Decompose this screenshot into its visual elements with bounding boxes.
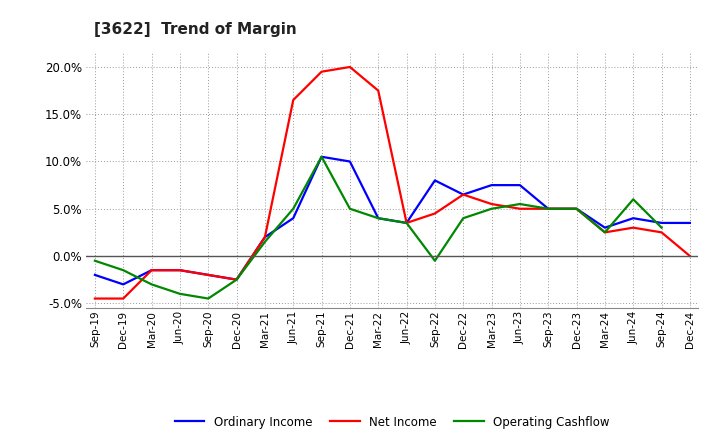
- Net Income: [233, 277, 241, 282]
- Net Income: [572, 206, 581, 211]
- Net Income: [459, 192, 467, 197]
- Ordinary Income: [459, 192, 467, 197]
- Operating Cashflow: [629, 197, 637, 202]
- Ordinary Income: [289, 216, 297, 221]
- Line: Net Income: Net Income: [95, 67, 690, 299]
- Ordinary Income: [318, 154, 326, 159]
- Net Income: [261, 235, 269, 240]
- Ordinary Income: [261, 235, 269, 240]
- Operating Cashflow: [176, 291, 184, 297]
- Net Income: [516, 206, 524, 211]
- Ordinary Income: [148, 268, 156, 273]
- Operating Cashflow: [233, 277, 241, 282]
- Net Income: [318, 69, 326, 74]
- Ordinary Income: [346, 159, 354, 164]
- Operating Cashflow: [487, 206, 496, 211]
- Ordinary Income: [176, 268, 184, 273]
- Net Income: [204, 272, 212, 278]
- Operating Cashflow: [657, 225, 666, 230]
- Ordinary Income: [516, 183, 524, 188]
- Ordinary Income: [487, 183, 496, 188]
- Net Income: [600, 230, 609, 235]
- Operating Cashflow: [261, 239, 269, 245]
- Ordinary Income: [572, 206, 581, 211]
- Ordinary Income: [119, 282, 127, 287]
- Operating Cashflow: [119, 268, 127, 273]
- Operating Cashflow: [374, 216, 382, 221]
- Net Income: [402, 220, 411, 226]
- Operating Cashflow: [516, 202, 524, 207]
- Operating Cashflow: [91, 258, 99, 264]
- Operating Cashflow: [318, 154, 326, 159]
- Text: [3622]  Trend of Margin: [3622] Trend of Margin: [94, 22, 297, 37]
- Net Income: [431, 211, 439, 216]
- Ordinary Income: [431, 178, 439, 183]
- Ordinary Income: [657, 220, 666, 226]
- Ordinary Income: [685, 220, 694, 226]
- Net Income: [374, 88, 382, 93]
- Net Income: [289, 97, 297, 103]
- Net Income: [119, 296, 127, 301]
- Operating Cashflow: [204, 296, 212, 301]
- Net Income: [148, 268, 156, 273]
- Operating Cashflow: [459, 216, 467, 221]
- Net Income: [487, 202, 496, 207]
- Net Income: [685, 253, 694, 259]
- Net Income: [544, 206, 552, 211]
- Ordinary Income: [91, 272, 99, 278]
- Ordinary Income: [600, 225, 609, 230]
- Ordinary Income: [544, 206, 552, 211]
- Legend: Ordinary Income, Net Income, Operating Cashflow: Ordinary Income, Net Income, Operating C…: [170, 411, 615, 433]
- Line: Ordinary Income: Ordinary Income: [95, 157, 690, 284]
- Operating Cashflow: [431, 258, 439, 264]
- Net Income: [346, 64, 354, 70]
- Ordinary Income: [629, 216, 637, 221]
- Net Income: [91, 296, 99, 301]
- Operating Cashflow: [572, 206, 581, 211]
- Ordinary Income: [204, 272, 212, 278]
- Line: Operating Cashflow: Operating Cashflow: [95, 157, 662, 299]
- Ordinary Income: [374, 216, 382, 221]
- Operating Cashflow: [600, 230, 609, 235]
- Ordinary Income: [233, 277, 241, 282]
- Operating Cashflow: [402, 220, 411, 226]
- Operating Cashflow: [346, 206, 354, 211]
- Operating Cashflow: [544, 206, 552, 211]
- Operating Cashflow: [289, 206, 297, 211]
- Ordinary Income: [402, 220, 411, 226]
- Net Income: [176, 268, 184, 273]
- Net Income: [629, 225, 637, 230]
- Operating Cashflow: [148, 282, 156, 287]
- Net Income: [657, 230, 666, 235]
